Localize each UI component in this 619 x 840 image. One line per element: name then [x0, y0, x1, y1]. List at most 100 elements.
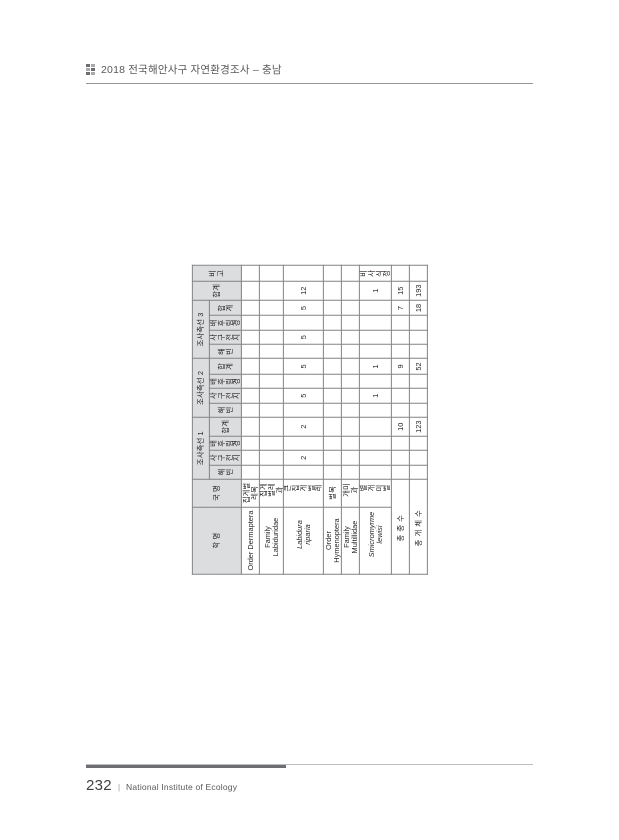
cell-korean-name: 벌목 [323, 479, 342, 507]
cell-total-count [391, 402, 410, 418]
page-header: 2018 전국해안사구 자연환경조사 – 충남 [86, 60, 533, 86]
col-group-survey-line-1: 조사측선 1 [191, 417, 209, 480]
cell-count [341, 402, 360, 418]
header-row: 2018 전국해안사구 자연환경조사 – 충남 [86, 60, 533, 78]
institute-name: National Institute of Ecology [126, 782, 238, 792]
cell-count [323, 300, 342, 316]
cell-count [323, 374, 342, 389]
cell-count [258, 402, 284, 418]
subcol-l2-total: 합계 [208, 358, 241, 375]
cell-total-count [409, 388, 428, 403]
cell-remark [283, 265, 324, 282]
col-header-remarks: 비고 [191, 265, 241, 282]
cell-count [341, 344, 360, 359]
cell-count [323, 402, 342, 418]
cell-count [240, 281, 259, 301]
cell-count [240, 388, 259, 403]
cell-scientific-name: Order Hymenoptera [323, 506, 342, 575]
subcol-l2-beach: 해빈 [208, 402, 241, 418]
cell-count [240, 344, 259, 359]
col-group-survey-line-2: 조사측선 2 [191, 358, 209, 418]
total-row-label: 총종수 [391, 479, 410, 575]
cell-count [240, 358, 259, 375]
cell-count: 1 [359, 358, 392, 375]
cell-count [283, 315, 324, 331]
table-head: 학 명 국 명 조사측선 1 조사측선 2 조사측선 3 합계 비고 해빈 사구… [191, 265, 241, 575]
subcol-l1-dune-front: 사구 전지 [208, 450, 241, 465]
subcol-l3-total: 합계 [208, 300, 241, 316]
cell-scientific-name: Family Multillidae [341, 506, 360, 575]
cell-count [258, 417, 284, 437]
table-total-row: 총개체수 123 52 18 193 [409, 265, 428, 575]
cell-count: 1 [359, 281, 392, 301]
cell-count: 5 [283, 300, 324, 316]
col-group-survey-line-3: 조사측선 3 [191, 300, 209, 359]
page-number: 232 [86, 777, 112, 794]
cell-total-count: 52 [409, 358, 428, 375]
rotated-table-inner: 학 명 국 명 조사측선 1 조사측선 2 조사측선 3 합계 비고 해빈 사구… [191, 265, 428, 575]
table-total-row: 총종수 10 9 7 15 [391, 265, 410, 575]
cell-count [341, 330, 360, 345]
cell-total-count [409, 402, 428, 418]
cell-scientific-name: Labidura riparia [283, 506, 324, 575]
cell-count [323, 388, 342, 403]
table-row: Labidura riparia 큰집게벌레 2 2 5 5 5 5 12 [283, 265, 324, 575]
cell-count [359, 450, 392, 465]
cell-total-count: 123 [409, 417, 428, 437]
cell-count [258, 464, 284, 480]
cell-remark: 비사식정 [359, 265, 392, 282]
cell-total-count [391, 464, 410, 480]
cell-remark [258, 265, 284, 282]
subcol-l1-total: 합계 [208, 417, 241, 437]
subcol-l1-beach: 해빈 [208, 464, 241, 480]
cell-count [359, 315, 392, 331]
cell-total-count: 7 [391, 300, 410, 316]
cell-count [258, 388, 284, 403]
cell-count [258, 358, 284, 375]
cell-total-count [391, 436, 410, 451]
species-survey-table: 학 명 국 명 조사측선 1 조사측선 2 조사측선 3 합계 비고 해빈 사구… [191, 265, 428, 575]
col-header-scientific-name: 학 명 [191, 506, 241, 575]
cell-remark [240, 265, 259, 282]
cell-count [240, 402, 259, 418]
cell-korean-name: 별개미벌 [359, 479, 392, 507]
table-row: Order Hymenoptera 벌목 [323, 265, 342, 575]
col-header-grand-total: 합계 [191, 281, 241, 301]
subcol-l2-backforest: 배후 림경 [208, 374, 241, 389]
cell-count [341, 315, 360, 331]
cell-count: 2 [283, 450, 324, 465]
header-divider [86, 83, 533, 84]
subcol-l3-beach: 해빈 [208, 344, 241, 359]
cell-count [283, 374, 324, 389]
cell-total-count [391, 388, 410, 403]
cell-count [323, 330, 342, 345]
footer-row: 232 | National Institute of Ecology [86, 777, 533, 794]
total-row-label: 총개체수 [409, 479, 428, 575]
cell-count [341, 436, 360, 451]
cell-count [258, 436, 284, 451]
cell-count [240, 450, 259, 465]
cell-count [323, 281, 342, 301]
cell-count [240, 330, 259, 345]
cell-count [341, 300, 360, 316]
cell-count [258, 300, 284, 316]
cell-count [341, 450, 360, 465]
table-row: Smicromyrme lewisi 별개미벌 1 1 1 비사식정 [359, 265, 392, 575]
cell-count: 5 [283, 358, 324, 375]
cell-scientific-name: Order Dermaptera [240, 506, 259, 575]
cell-count [258, 344, 284, 359]
cell-total-count [409, 344, 428, 359]
cell-count [283, 344, 324, 359]
cell-total-count: 10 [391, 417, 410, 437]
cell-total-count: 18 [409, 300, 428, 316]
cell-count: 2 [283, 417, 324, 437]
page-footer: 232 | National Institute of Ecology [86, 764, 533, 794]
cell-count [341, 388, 360, 403]
footer-divider-thick [86, 765, 286, 768]
cell-count [359, 374, 392, 389]
table-body: Order Dermaptera 집게벌레목 Family Labiduridae 집… [240, 265, 428, 575]
cell-total-remark [409, 265, 428, 282]
table-row: Order Dermaptera 집게벌레목 [240, 265, 259, 575]
cell-count [359, 300, 392, 316]
